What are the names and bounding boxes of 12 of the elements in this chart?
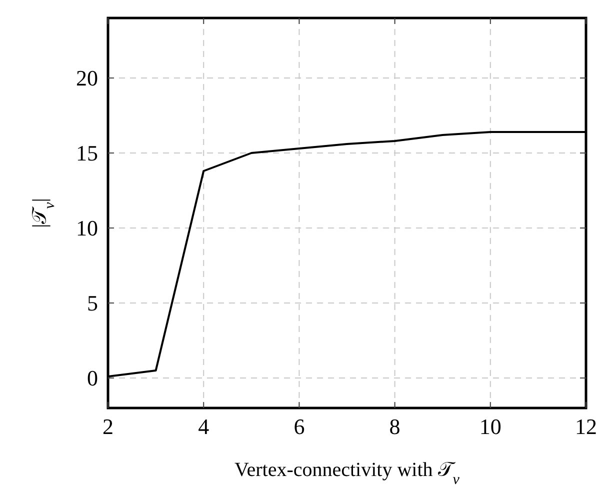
y-tick-label: 10 [76, 216, 98, 241]
x-tick-label: 12 [575, 414, 597, 439]
x-tick-label: 8 [389, 414, 400, 439]
x-axis-title: Vertex-connectivity with 𝒯$_{v}$ [234, 459, 460, 488]
y-tick-label: 15 [76, 140, 98, 166]
x-tick-label: 2 [102, 414, 114, 439]
x-tick-label: 4 [198, 414, 210, 439]
y-tick-label: 20 [76, 66, 98, 91]
y-tick-label: 0 [87, 366, 98, 391]
x-tick-label: 10 [479, 414, 502, 439]
y-tick-label: 5 [87, 290, 98, 316]
x-tick-label: 6 [294, 414, 305, 439]
